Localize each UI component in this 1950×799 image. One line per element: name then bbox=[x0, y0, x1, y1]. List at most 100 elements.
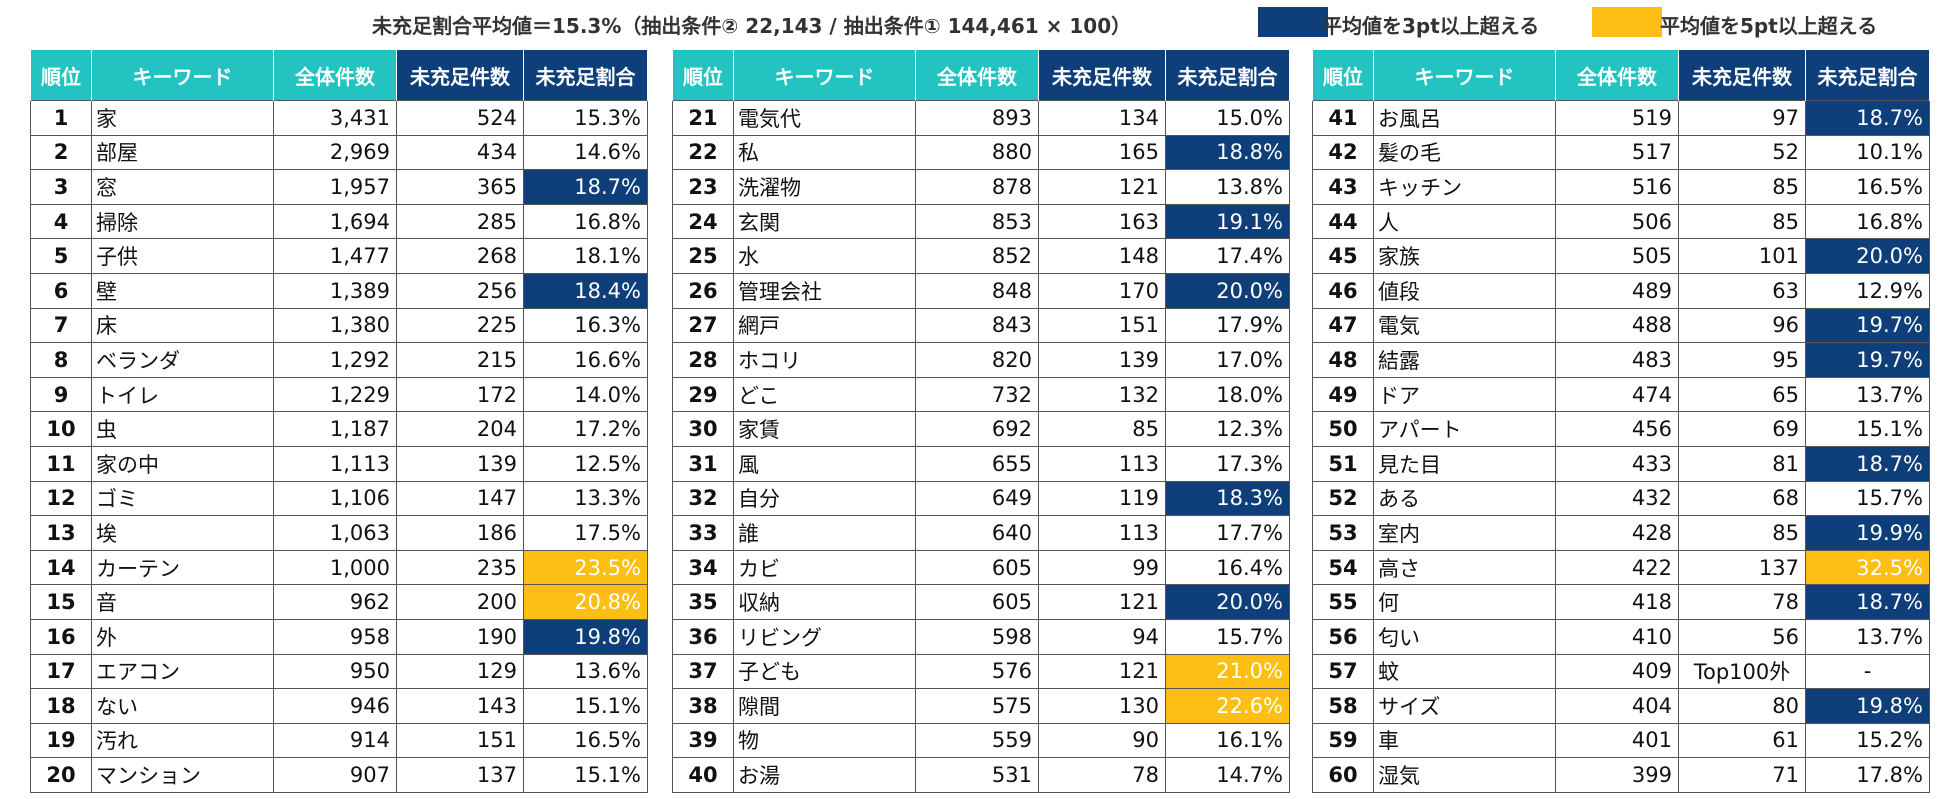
total-count-cell: 914 bbox=[273, 722, 397, 759]
total-count-cell: 575 bbox=[915, 688, 1039, 724]
unmet-count-cell: 285 bbox=[396, 203, 524, 240]
table-row: 44 人 506 85 16.8% bbox=[1312, 203, 1930, 240]
total-count-cell: 505 bbox=[1555, 238, 1679, 274]
unmet-rate-cell: 23.5% bbox=[523, 549, 648, 586]
table-row: 39 物 559 90 16.1% bbox=[672, 722, 1290, 759]
unmet-rate-cell: 20.0% bbox=[1165, 584, 1290, 620]
unmet-rate-cell: 17.9% bbox=[1165, 307, 1290, 344]
rank-cell: 39 bbox=[672, 722, 734, 759]
unmet-count-cell: 170 bbox=[1038, 272, 1166, 309]
table-row: 31 風 655 113 17.3% bbox=[672, 445, 1290, 482]
total-count-cell: 1,187 bbox=[273, 411, 397, 447]
table-row: 24 玄関 853 163 19.1% bbox=[672, 203, 1290, 240]
ranking-table-2: 順位 キーワード 全体件数 未充足件数 未充足割合 21 電気代 893 134 15.0% 22 私… bbox=[672, 50, 1290, 793]
table-row: 38 隙間 575 130 22.6% bbox=[672, 688, 1290, 724]
keyword-cell: 人 bbox=[1373, 203, 1556, 240]
keyword-cell: 家族 bbox=[1373, 238, 1556, 274]
keyword-cell: 床 bbox=[91, 307, 274, 344]
rank-cell: 22 bbox=[672, 134, 734, 171]
unmet-rate-cell: 15.7% bbox=[1805, 480, 1930, 517]
unmet-count-cell: 165 bbox=[1038, 134, 1166, 171]
rank-cell: 11 bbox=[30, 445, 92, 482]
table-row: 34 カビ 605 99 16.4% bbox=[672, 549, 1290, 586]
unmet-rate-cell: 19.7% bbox=[1805, 342, 1930, 378]
table-row: 26 管理会社 848 170 20.0% bbox=[672, 272, 1290, 309]
keyword-cell: ベランダ bbox=[91, 342, 274, 378]
col-rank-header: 順位 bbox=[30, 50, 92, 101]
total-count-cell: 605 bbox=[915, 549, 1039, 586]
unmet-rate-cell: 16.4% bbox=[1165, 549, 1290, 586]
keyword-cell: エアコン bbox=[91, 653, 274, 690]
keyword-cell: 汚れ bbox=[91, 722, 274, 759]
keyword-cell: 私 bbox=[733, 134, 916, 171]
keyword-cell: 電気 bbox=[1373, 307, 1556, 344]
keyword-cell: 蚊 bbox=[1373, 653, 1556, 690]
total-count-cell: 488 bbox=[1555, 307, 1679, 344]
total-count-cell: 640 bbox=[915, 515, 1039, 551]
unmet-count-cell: 186 bbox=[396, 515, 524, 551]
table-row: 10 虫 1,187 204 17.2% bbox=[30, 411, 648, 447]
unmet-count-cell: 151 bbox=[1038, 307, 1166, 344]
rank-cell: 12 bbox=[30, 480, 92, 517]
table-row: 57 蚊 409 Top100外 - bbox=[1312, 653, 1930, 690]
total-count-cell: 3,431 bbox=[273, 100, 397, 136]
keyword-cell: 自分 bbox=[733, 480, 916, 517]
unmet-rate-cell: 13.7% bbox=[1805, 376, 1930, 413]
keyword-cell: 収納 bbox=[733, 584, 916, 620]
unmet-rate-cell: 32.5% bbox=[1805, 549, 1930, 586]
header-row: 順位 キーワード 全体件数 未充足件数 未充足割合 bbox=[30, 50, 648, 101]
keyword-cell: 電気代 bbox=[733, 100, 916, 136]
unmet-count-cell: 65 bbox=[1678, 376, 1806, 413]
unmet-rate-cell: 15.1% bbox=[1805, 411, 1930, 447]
total-count-cell: 732 bbox=[915, 376, 1039, 413]
table-row: 42 髪の毛 517 52 10.1% bbox=[1312, 134, 1930, 171]
table-row: 7 床 1,380 225 16.3% bbox=[30, 307, 648, 344]
unmet-count-cell: 80 bbox=[1678, 688, 1806, 724]
unmet-rate-cell: 16.6% bbox=[523, 342, 648, 378]
col-rate-header: 未充足割合 bbox=[1805, 50, 1930, 101]
total-count-cell: 2,969 bbox=[273, 134, 397, 171]
unmet-count-cell: 63 bbox=[1678, 272, 1806, 309]
unmet-rate-cell: 18.8% bbox=[1165, 134, 1290, 171]
unmet-count-cell: 99 bbox=[1038, 549, 1166, 586]
unmet-count-cell: 69 bbox=[1678, 411, 1806, 447]
table-row: 36 リビング 598 94 15.7% bbox=[672, 618, 1290, 655]
total-count-cell: 1,477 bbox=[273, 238, 397, 274]
table-row: 29 どこ 732 132 18.0% bbox=[672, 376, 1290, 413]
keyword-cell: 高さ bbox=[1373, 549, 1556, 586]
total-count-cell: 399 bbox=[1555, 757, 1679, 793]
total-count-cell: 1,113 bbox=[273, 445, 397, 482]
keyword-cell: 窓 bbox=[91, 169, 274, 205]
unmet-rate-cell: 17.5% bbox=[523, 515, 648, 551]
rank-cell: 58 bbox=[1312, 688, 1374, 724]
unmet-rate-cell: 16.8% bbox=[1805, 203, 1930, 240]
keyword-cell: ドア bbox=[1373, 376, 1556, 413]
unmet-count-cell: 148 bbox=[1038, 238, 1166, 274]
rank-cell: 4 bbox=[30, 203, 92, 240]
total-count-cell: 531 bbox=[915, 757, 1039, 793]
total-count-cell: 519 bbox=[1555, 100, 1679, 136]
keyword-cell: 玄関 bbox=[733, 203, 916, 240]
table-row: 14 カーテン 1,000 235 23.5% bbox=[30, 549, 648, 586]
rank-cell: 26 bbox=[672, 272, 734, 309]
keyword-cell: ホコリ bbox=[733, 342, 916, 378]
table-row: 45 家族 505 101 20.0% bbox=[1312, 238, 1930, 274]
table-row: 3 窓 1,957 365 18.7% bbox=[30, 169, 648, 205]
unmet-rate-cell: 18.1% bbox=[523, 238, 648, 274]
keyword-cell: ゴミ bbox=[91, 480, 274, 517]
table-row: 5 子供 1,477 268 18.1% bbox=[30, 238, 648, 274]
rank-cell: 29 bbox=[672, 376, 734, 413]
table-row: 32 自分 649 119 18.3% bbox=[672, 480, 1290, 517]
total-count-cell: 433 bbox=[1555, 445, 1679, 482]
unmet-rate-cell: 13.6% bbox=[523, 653, 648, 690]
table-row: 17 エアコン 950 129 13.6% bbox=[30, 653, 648, 690]
unmet-rate-cell: 16.3% bbox=[523, 307, 648, 344]
table-row: 25 水 852 148 17.4% bbox=[672, 238, 1290, 274]
table: 順位 キーワード 全体件数 未充足件数 未充足割合 1 家 3,431 524 15.3% 2 部屋 2… bbox=[30, 50, 648, 793]
unmet-rate-cell: 19.9% bbox=[1805, 515, 1930, 551]
table-row: 60 湿気 399 71 17.8% bbox=[1312, 757, 1930, 793]
rank-cell: 44 bbox=[1312, 203, 1374, 240]
unmet-rate-cell: 15.1% bbox=[523, 688, 648, 724]
unmet-rate-cell: 19.8% bbox=[1805, 688, 1930, 724]
unmet-rate-cell: 13.8% bbox=[1165, 169, 1290, 205]
